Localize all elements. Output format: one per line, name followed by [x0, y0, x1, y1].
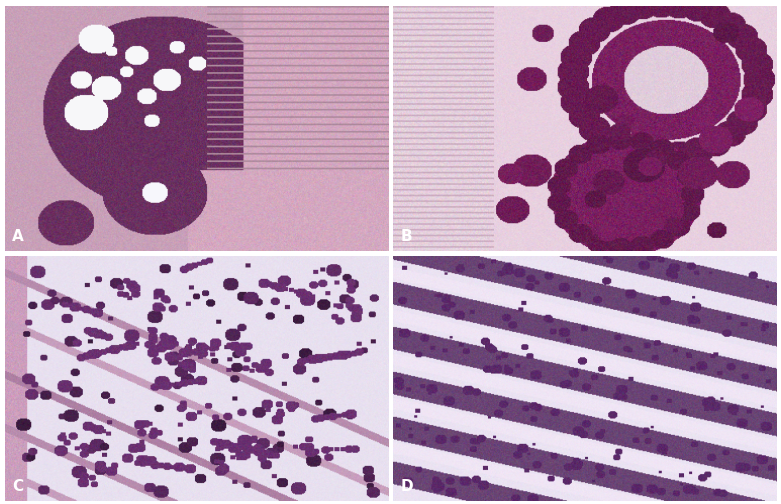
Text: A: A [12, 229, 24, 243]
Text: B: B [401, 229, 412, 243]
Text: C: C [12, 479, 23, 493]
Text: D: D [401, 479, 413, 493]
